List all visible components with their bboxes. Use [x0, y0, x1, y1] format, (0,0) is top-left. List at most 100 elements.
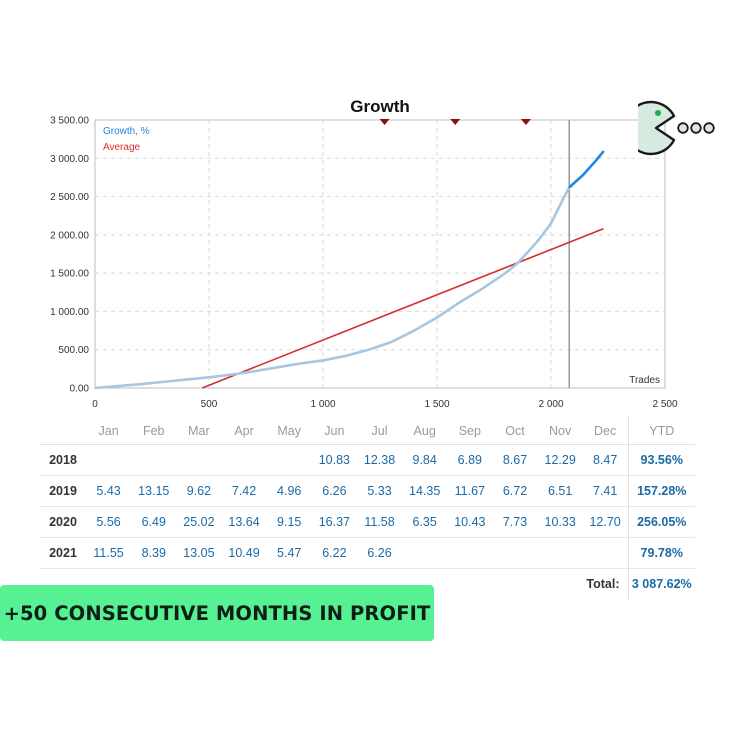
table-header-row: Jan Feb Mar Apr May Jun Jul Aug Sep Oct Nov Dec YTD	[40, 417, 695, 445]
growth-point	[94, 387, 96, 389]
growth-line-recent	[568, 150, 605, 189]
x-tick-label: 2 500	[652, 399, 677, 410]
month-return-cell: 6.26	[311, 475, 357, 507]
month-return-cell: 25.02	[176, 506, 222, 538]
growth-point	[481, 287, 484, 290]
plot-frame	[94, 119, 666, 389]
month-return-cell	[176, 444, 222, 476]
y-tick-label: 500.00	[58, 345, 89, 356]
header-month: Jul	[356, 417, 403, 445]
y-tick-label: 3 500.00	[50, 116, 89, 127]
growth-point	[561, 199, 564, 202]
ytd-cell: 93.56%	[627, 444, 695, 476]
month-return-cell: 12.29	[537, 444, 583, 476]
legend-entry-growth: Growth, %	[103, 126, 150, 137]
total-label: Total:	[586, 577, 620, 591]
month-return-cell: 9.84	[402, 444, 448, 476]
pacman-logo-icon	[638, 100, 715, 156]
ytd-cell: 256.05%	[627, 506, 695, 538]
growth-point	[139, 383, 142, 386]
month-return-cell: 6.89	[447, 444, 493, 476]
growth-point	[515, 263, 518, 265]
month-return-cell: 5.33	[356, 475, 403, 507]
x-tick-label: 0	[92, 399, 98, 410]
banner-text: +50 CONSECUTIVE MONTHS IN PROFIT	[3, 601, 431, 625]
x-tick-label: 2 000	[538, 399, 563, 410]
y-tick-label: 2 000.00	[50, 230, 89, 241]
growth-point	[253, 370, 256, 373]
legend-entry-average: Average	[103, 142, 141, 153]
event-marker-icon	[450, 119, 461, 125]
table-row: 2020 5.56 6.49 25.02 13.64 9.15 16.37 11.58 6.35…	[40, 506, 695, 538]
total-value: 3 087.62%	[627, 568, 695, 599]
month-return-cell: 4.96	[266, 475, 312, 507]
month-return-cell	[131, 444, 177, 476]
month-return-cell: 6.49	[131, 506, 177, 538]
growth-point	[413, 329, 416, 332]
growth-point	[550, 222, 552, 225]
header-month: Dec	[582, 417, 628, 445]
month-return-cell: 13.64	[221, 506, 267, 538]
event-marker-icon	[379, 119, 390, 125]
month-return-cell	[221, 444, 267, 476]
table-row: 2018 10.83 12.38 9.84 6.89 8.67 12.29 8.47 93.56…	[40, 444, 695, 476]
month-return-cell: 11.55	[86, 537, 132, 569]
month-return-cell: 5.43	[86, 475, 132, 507]
header-month: May	[266, 417, 312, 445]
growth-point	[276, 366, 279, 369]
ytd-cell: 79.78%	[627, 537, 695, 569]
y-tick-label: 1 000.00	[50, 307, 89, 318]
month-return-cell: 5.56	[86, 506, 132, 538]
average-line	[201, 227, 604, 389]
table-row: 2019 5.43 13.15 9.62 7.42 4.96 6.26 5.33 14.35 11…	[40, 475, 695, 507]
monthly-returns-table: Jan Feb Mar Apr May Jun Jul Aug Sep Oct Nov Dec YTD …	[40, 417, 695, 599]
month-return-cell: 7.73	[492, 506, 538, 538]
growth-point	[185, 378, 188, 381]
growth-point	[344, 354, 347, 357]
table-body: 2018 10.83 12.38 9.84 6.89 8.67 12.29 8.47 93.56…	[40, 444, 695, 599]
header-month: Feb	[131, 417, 177, 445]
month-return-cell: 10.33	[537, 506, 583, 538]
chart-markers	[379, 119, 531, 125]
month-return-cell: 9.15	[266, 506, 312, 538]
month-return-cell: 6.22	[311, 537, 357, 569]
header-ytd: YTD	[627, 417, 695, 445]
growth-point	[575, 180, 577, 183]
month-return-cell	[537, 537, 583, 569]
month-return-cell: 13.05	[176, 537, 222, 569]
growth-point	[367, 348, 370, 351]
month-return-cell	[492, 537, 538, 569]
y-tick-label: 2 500.00	[50, 192, 89, 203]
y-tick-label: 3 000.00	[50, 154, 89, 165]
month-return-cell: 6.26	[356, 537, 403, 569]
table-row: 2021 11.55 8.39 13.05 10.49 5.47 6.22 6.26 79.78…	[40, 537, 695, 569]
y-tick-label: 1 500.00	[50, 269, 89, 280]
growth-point	[527, 250, 530, 253]
row-year: 2020	[40, 506, 86, 538]
month-return-cell: 10.83	[311, 444, 357, 476]
growth-point	[568, 186, 571, 189]
month-return-cell: 8.67	[492, 444, 538, 476]
x-tick-label: 1 000	[310, 399, 335, 410]
chart-legend: Growth, % Average	[103, 126, 150, 153]
month-return-cell: 9.62	[176, 475, 222, 507]
total-row: Total: 3 087.62%	[40, 568, 695, 599]
header-month: Oct	[492, 417, 538, 445]
row-year: 2019	[40, 475, 86, 507]
month-return-cell: 8.47	[582, 444, 628, 476]
header-month: Sep	[447, 417, 493, 445]
month-return-cell	[447, 537, 493, 569]
month-return-cell: 11.58	[356, 506, 403, 538]
growth-line-history	[94, 186, 571, 390]
month-return-cell: 6.35	[402, 506, 448, 538]
growth-point	[208, 376, 210, 379]
growth-point	[299, 362, 302, 365]
growth-point	[390, 341, 393, 343]
month-return-cell: 7.42	[221, 475, 267, 507]
chart-title: Growth	[350, 97, 410, 116]
month-return-cell	[266, 444, 312, 476]
event-marker-icon	[520, 119, 531, 125]
month-return-cell: 11.67	[447, 475, 493, 507]
header-month: Aug	[402, 417, 448, 445]
x-tick-label: 1 500	[424, 399, 449, 410]
